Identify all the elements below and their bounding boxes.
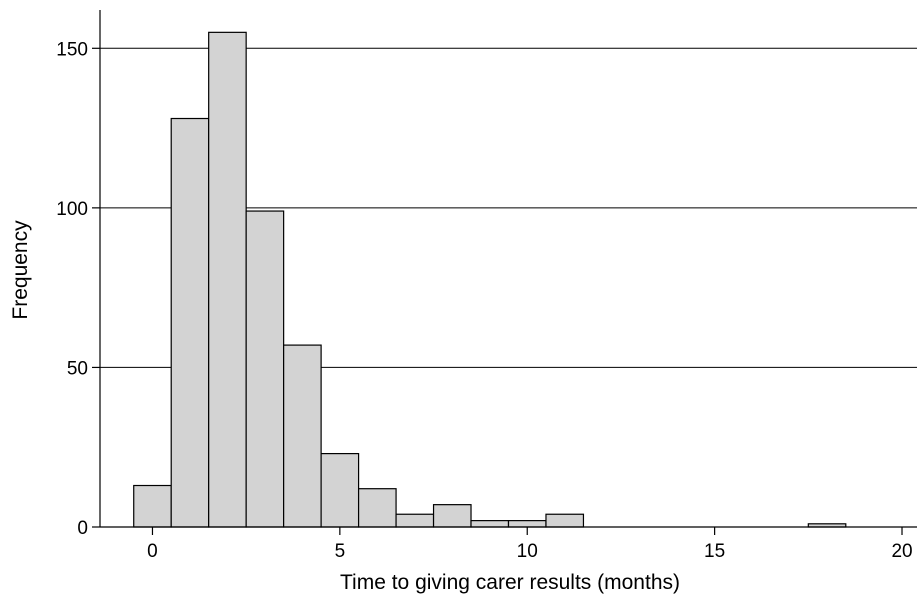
bar-x-1 (170, 117, 210, 528)
x-tick-label-15: 15 (704, 541, 725, 562)
x-axis-ticks: 0 5 10 15 20 (147, 527, 913, 562)
bar-x-4 (283, 344, 322, 528)
bar-x-11 (545, 513, 585, 528)
y-axis-ticks: 0 50 100 150 (56, 39, 100, 539)
y-tick-label-0: 0 (77, 518, 88, 539)
bar-x-7 (395, 513, 435, 528)
bar-x-6 (357, 488, 397, 528)
axes (99, 10, 917, 528)
bar-x-10 (507, 520, 547, 528)
x-axis-title: Time to giving carer results (months) (340, 571, 680, 594)
histogram-bars (133, 31, 847, 528)
bar-x-2 (208, 31, 247, 528)
x-tick-label-20: 20 (891, 541, 912, 562)
y-tick-label-150: 150 (56, 39, 88, 60)
bar-x-8 (432, 504, 472, 528)
y-axis-title: Frequency (9, 220, 32, 320)
x-tick-label-0: 0 (147, 541, 158, 562)
y-tick-label-100: 100 (56, 199, 88, 220)
y-tick-label-50: 50 (67, 358, 88, 379)
bar-x-0 (133, 484, 172, 528)
x-tick-label-5: 5 (335, 541, 346, 562)
x-tick-label-10: 10 (517, 541, 538, 562)
bar-x-9 (470, 520, 510, 528)
bar-x-3 (245, 210, 285, 528)
bar-x-5 (320, 452, 360, 528)
